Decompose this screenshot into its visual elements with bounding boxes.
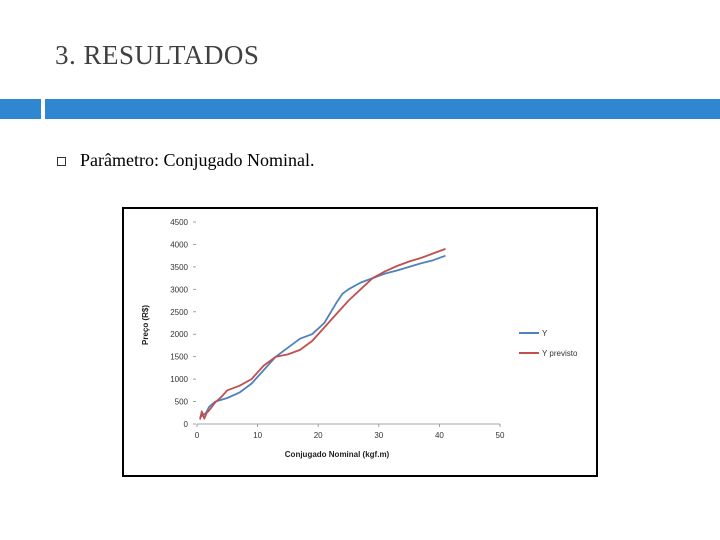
x-tick-label: 20 <box>314 431 323 440</box>
x-tick-label: 30 <box>374 431 383 440</box>
y-tick-label: 0 <box>184 420 189 429</box>
y-tick-label: 3500 <box>170 263 188 272</box>
y-tick-label: 4500 <box>170 218 188 227</box>
series-line-y <box>199 254 446 419</box>
x-axis: 0 10 20 30 40 50 <box>195 423 505 440</box>
legend-label: Y <box>542 329 548 338</box>
accent-bar-left <box>0 99 41 119</box>
accent-bar-right <box>45 99 720 119</box>
chart-frame: 0 500 1000 1500 2000 2500 3000 3500 4000 4500 0 10… <box>122 207 598 477</box>
chart-series <box>199 248 446 420</box>
bullet-icon <box>57 157 66 166</box>
x-axis-label: Conjugado Nominal (kgf.m) <box>285 450 390 459</box>
x-tick-label: 50 <box>496 431 505 440</box>
y-tick-label: 3000 <box>170 285 188 294</box>
y-tick-label: 2500 <box>170 308 188 317</box>
series-line-y-previsto <box>199 248 446 420</box>
line-chart: 0 500 1000 1500 2000 2500 3000 3500 4000 4500 0 10… <box>141 218 578 459</box>
bullet-text: Parâmetro: Conjugado Nominal. <box>80 150 315 170</box>
legend-label: Y previsto <box>542 349 578 358</box>
y-tick-label: 1500 <box>170 353 188 362</box>
y-tick-label: 500 <box>175 398 189 407</box>
y-tick-label: 2000 <box>170 330 188 339</box>
y-tick-label: 1000 <box>170 375 188 384</box>
y-tick-label: 4000 <box>170 240 188 249</box>
chart-legend: Y Y previsto <box>519 329 578 358</box>
slide-title: 3. RESULTADOS <box>55 40 260 70</box>
y-axis-label: Preço (R$) <box>141 305 150 345</box>
x-tick-label: 10 <box>253 431 262 440</box>
x-tick-label: 40 <box>435 431 444 440</box>
x-tick-label: 0 <box>195 431 200 440</box>
y-axis: 0 500 1000 1500 2000 2500 3000 3500 4000 4500 <box>170 218 196 429</box>
